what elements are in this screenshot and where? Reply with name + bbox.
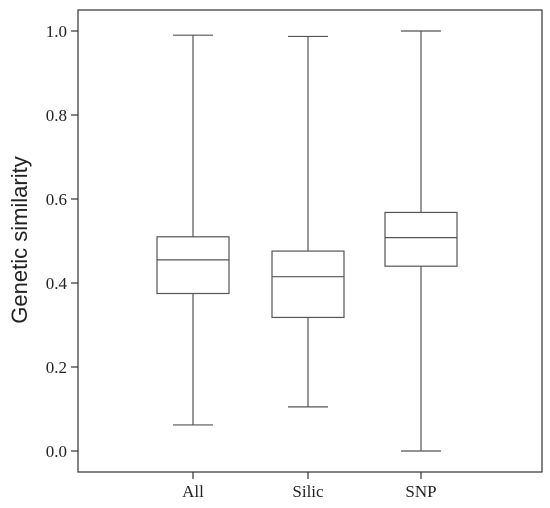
x-tick-label: SNP xyxy=(405,482,436,501)
box-silic xyxy=(271,35,345,408)
y-tick-label: 0.2 xyxy=(46,358,67,377)
boxes xyxy=(156,30,458,452)
box-snp xyxy=(384,30,458,452)
y-axis-ticks: 0.0 0.2 0.4 0.6 0.8 1.0 xyxy=(46,22,78,461)
y-tick-label: 0.4 xyxy=(46,274,68,293)
plot-frame xyxy=(77,9,543,473)
x-axis-ticks: All Silic SNP xyxy=(182,472,437,501)
box-all xyxy=(156,34,230,426)
iqr-box xyxy=(384,211,458,267)
x-tick-label: All xyxy=(182,482,204,501)
y-axis-label: Genetic similarity xyxy=(7,156,32,323)
y-tick-label: 0.0 xyxy=(46,442,67,461)
iqr-box xyxy=(156,236,230,295)
iqr-box xyxy=(271,250,345,319)
y-tick-label: 0.8 xyxy=(46,106,67,125)
x-tick-label: Silic xyxy=(292,482,324,501)
y-tick-label: 0.6 xyxy=(46,190,67,209)
y-tick-label: 1.0 xyxy=(46,22,67,41)
